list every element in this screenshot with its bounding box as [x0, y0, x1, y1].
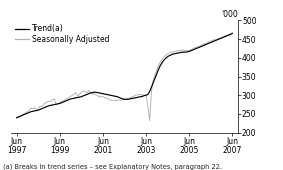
Text: '000: '000 [221, 10, 238, 19]
Text: (a) Breaks in trend series – see Explanatory Notes, paragraph 22.: (a) Breaks in trend series – see Explana… [3, 164, 222, 170]
Legend: Trend(a), Seasonally Adjusted: Trend(a), Seasonally Adjusted [15, 24, 110, 44]
